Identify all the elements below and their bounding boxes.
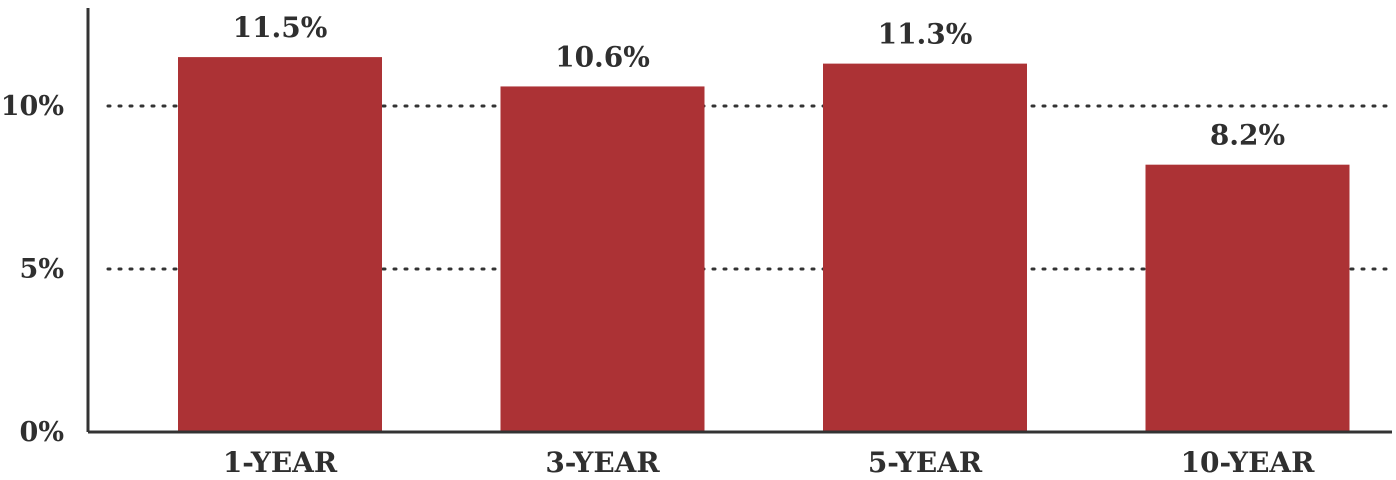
x-category-labels: 1-YEAR 3-YEAR 5-YEAR 10-YEAR [223, 446, 1315, 479]
y-tick-label: 5% [20, 254, 64, 285]
value-labels: 11.5% 10.6% 11.3% 8.2% [233, 11, 1286, 152]
bar-5-year [823, 63, 1027, 433]
bar-1-year [178, 57, 382, 432]
y-tick-label: 0% [20, 417, 64, 448]
bar-10-year [1145, 164, 1350, 432]
x-category-label: 10-YEAR [1181, 446, 1316, 479]
x-category-label: 1-YEAR [223, 446, 338, 479]
x-category-label: 3-YEAR [545, 446, 660, 479]
x-category-label: 5-YEAR [868, 446, 983, 479]
bar-value-label: 10.6% [555, 40, 650, 73]
bars [178, 57, 1350, 433]
y-tick-labels: 0% 5% 10% [1, 91, 64, 448]
bar-value-label: 8.2% [1210, 119, 1285, 152]
bar-value-label: 11.3% [878, 18, 973, 51]
bar-3-year [500, 86, 705, 432]
bar-value-label: 11.5% [233, 11, 328, 44]
y-tick-label: 10% [1, 91, 64, 122]
